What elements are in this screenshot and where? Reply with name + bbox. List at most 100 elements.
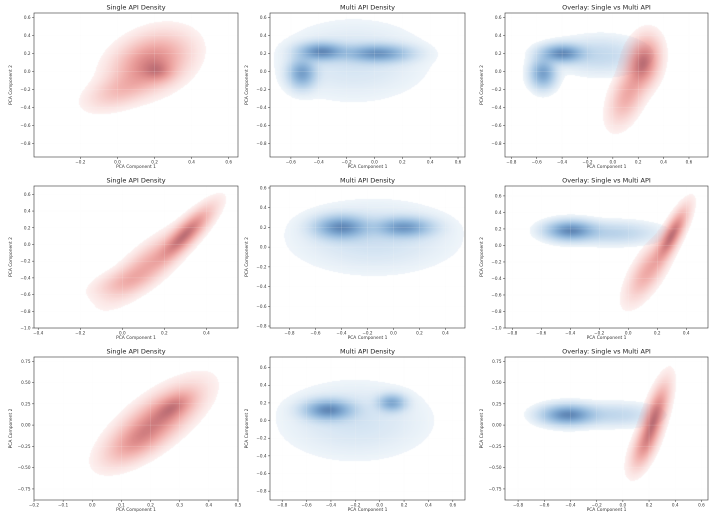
y-tick-label: 0.4: [24, 209, 31, 214]
y-tick-label: −0.8: [256, 489, 267, 494]
y-tick-label: 0.00: [21, 423, 31, 428]
x-tick-label: −0.2: [29, 503, 40, 508]
x-tick-label: −0.1: [58, 503, 69, 508]
y-tick-label: 0.6: [24, 15, 31, 20]
density-fill: [34, 13, 238, 157]
subplot-2: −0.6 −0.4 −0.2 0.0 0.2 0.4 0.6 −0.8 −0.6 −0.4 −0.2…: [244, 4, 465, 171]
y-tick-label: −0.6: [256, 123, 267, 128]
y-tick-label: 0.4: [260, 383, 267, 388]
y-tick-label: −0.4: [256, 105, 267, 110]
x-tick-label: 0.6: [455, 160, 462, 165]
x-tick-label: −0.4: [557, 160, 568, 165]
y-tick-label: −0.2: [20, 87, 31, 92]
y-tick-label: 0.0: [24, 69, 31, 74]
x-tick-label: −0.4: [565, 503, 576, 508]
x-axis-label: PCA Component 1: [348, 507, 388, 513]
y-tick-label: 0.25: [21, 401, 31, 406]
x-tick-label: 0.2: [147, 503, 154, 508]
y-tick-label: 0.4: [260, 205, 267, 210]
x-tick-label: −0.2: [350, 503, 361, 508]
subplot-title: Multi API Density: [340, 177, 395, 185]
subplot-title: Multi API Density: [340, 348, 395, 356]
y-axis-label: PCA Component 2: [244, 65, 250, 105]
y-tick-label: 0.2: [260, 225, 267, 230]
y-tick-label: 0.0: [260, 69, 267, 74]
subplot-5: −0.8 −0.6 −0.4 −0.2 0.0 0.2 0.4−0.8−0.6−0.4−0.…: [244, 177, 465, 342]
x-tick-label: −0.2: [582, 160, 593, 165]
y-tick-label: −0.2: [256, 436, 267, 441]
y-tick-label: 0.0: [495, 69, 502, 74]
subplot-title: Single API Density: [106, 4, 165, 12]
y-axis-label: PCA Component 2: [8, 65, 14, 105]
y-tick-label: −0.4: [20, 105, 31, 110]
x-tick-label: 0.4: [427, 160, 434, 165]
y-tick-label: −0.50: [18, 465, 31, 470]
y-tick-label: 0.75: [492, 359, 502, 364]
y-tick-label: 0.6: [24, 192, 31, 197]
density-fill: [505, 13, 708, 157]
x-tick-label: 0.0: [119, 331, 126, 336]
x-tick-label: −0.2: [594, 331, 605, 336]
y-tick-label: 0.50: [21, 380, 31, 385]
x-tick-label: −0.2: [75, 331, 86, 336]
subplot-4: −0.4 −0.2 0.0 0.2 0.4 −1.0 −0.8 −0.6 −0.4 −0.2 0.0…: [8, 177, 238, 342]
density-fill: [270, 357, 465, 500]
y-tick-label: −0.4: [256, 284, 267, 289]
y-tick-label: 0.2: [24, 51, 31, 56]
y-tick-label: −0.25: [18, 444, 31, 449]
y-axis-label: PCA Component 2: [479, 408, 485, 448]
x-tick-label: 0.4: [683, 331, 690, 336]
y-tick-label: −0.75: [18, 486, 31, 491]
x-tick-label: 0.0: [390, 331, 397, 336]
x-tick-label: 0.2: [151, 160, 158, 165]
y-tick-label: 0.0: [495, 243, 502, 248]
subplot-title: Overlay: Single vs Multi API: [562, 177, 651, 185]
x-axis-label: PCA Component 1: [348, 335, 388, 341]
x-tick-label: −0.8: [507, 331, 518, 336]
y-tick-label: 0.2: [24, 225, 31, 230]
x-tick-label: 0.2: [161, 331, 168, 336]
y-tick-label: −0.6: [20, 292, 31, 297]
y-tick-label: −0.2: [256, 87, 267, 92]
x-tick-label: 0.2: [399, 160, 406, 165]
y-tick-label: −0.75: [489, 486, 502, 491]
subplot-title: Overlay: Single vs Multi API: [562, 348, 651, 356]
y-tick-label: −0.25: [489, 444, 502, 449]
y-tick-label: −0.2: [256, 264, 267, 269]
x-tick-label: 0.0: [376, 503, 383, 508]
density-fill: [270, 13, 465, 157]
x-tick-label: 0.4: [442, 331, 449, 336]
density-fill: [34, 357, 238, 500]
x-axis-label: PCA Component 1: [116, 164, 156, 170]
y-axis-label: PCA Component 2: [244, 237, 250, 277]
x-tick-label: −0.2: [75, 160, 86, 165]
y-axis-label: PCA Component 2: [8, 237, 14, 277]
x-tick-label: 0.0: [114, 160, 121, 165]
x-tick-label: −0.6: [532, 160, 543, 165]
y-tick-label: −0.4: [491, 105, 502, 110]
x-tick-label: 0.6: [225, 160, 232, 165]
x-tick-label: 0.0: [371, 160, 378, 165]
y-tick-label: 0.0: [260, 418, 267, 423]
y-tick-label: 0.6: [495, 193, 502, 198]
subplot-3: −0.8 −0.6 −0.4 −0.2 0.0 0.2 0.4 0.6−0.8−0.6−0.4…: [479, 4, 708, 171]
x-tick-label: −0.4: [336, 331, 347, 336]
y-tick-label: −0.8: [20, 309, 31, 314]
y-tick-label: 0.6: [260, 185, 267, 190]
x-tick-label: −0.6: [536, 331, 547, 336]
subplot-8: −0.8 −0.6 −0.4 −0.2 0.0 0.2 0.4 0.6 −0.8 −0.6 −0.4…: [244, 348, 465, 514]
x-tick-label: 0.5: [235, 503, 242, 508]
y-tick-label: 0.0: [24, 242, 31, 247]
x-tick-label: 0.4: [660, 160, 667, 165]
x-tick-label: 0.0: [89, 503, 96, 508]
y-tick-label: 0.00: [492, 423, 502, 428]
x-tick-label: 0.4: [425, 503, 432, 508]
y-tick-label: 0.2: [495, 226, 502, 231]
figure-canvas: −0.2 0.0 0.2 0.4 0.6 −0.8 −0.6 −0.4 −0.2 0.0 0.2 0.…: [0, 0, 714, 521]
y-tick-label: 0.6: [495, 15, 502, 20]
x-tick-label: −0.8: [513, 503, 524, 508]
y-axis-label: PCA Component 2: [479, 237, 485, 277]
x-axis-label: PCA Component 1: [587, 507, 627, 513]
y-tick-label: −0.2: [491, 259, 502, 264]
x-tick-label: −0.6: [310, 331, 321, 336]
